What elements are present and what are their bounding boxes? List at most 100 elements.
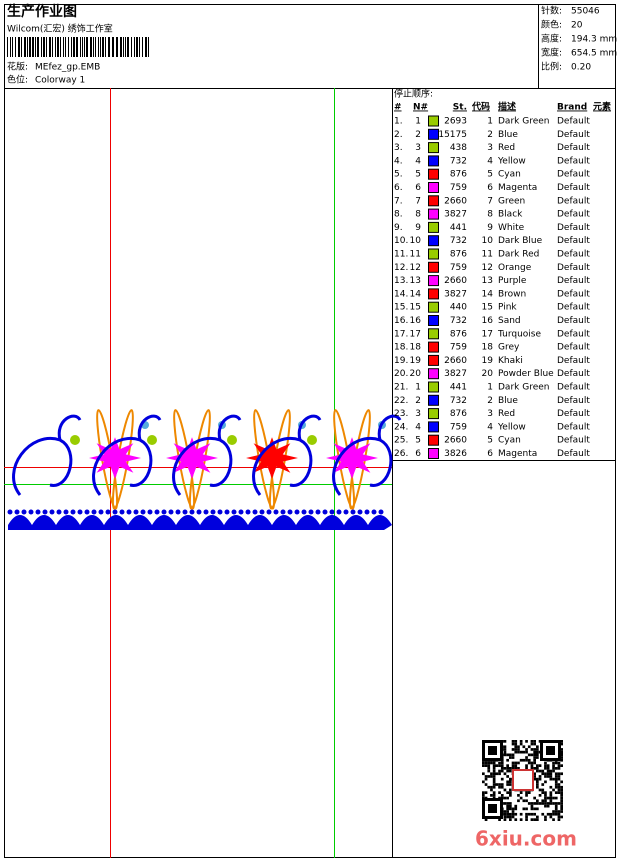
qr-cell <box>514 748 518 751</box>
qr-cell <box>536 783 539 786</box>
qr-cell <box>487 785 491 789</box>
swatch <box>428 248 439 260</box>
code: 2 <box>487 130 493 140</box>
qr-cell <box>500 794 504 797</box>
qr-code <box>482 740 563 821</box>
description: Blue <box>498 130 518 140</box>
qr-cell <box>490 785 493 789</box>
qr-cell <box>511 810 515 813</box>
qr-cell <box>557 767 561 770</box>
stitches: 438 <box>450 143 467 153</box>
wave <box>8 515 392 530</box>
row-num: 14. <box>394 289 408 299</box>
qr-cell <box>484 818 488 821</box>
description: Dark Blue <box>498 236 543 246</box>
qr-cell <box>492 794 496 797</box>
stitches: 3826 <box>444 449 467 459</box>
qr-cell <box>503 767 507 770</box>
column-header: 元素 <box>593 101 611 113</box>
dot <box>91 509 97 515</box>
qr-cell <box>525 748 528 751</box>
needle: 8 <box>415 210 421 220</box>
bar <box>15 37 16 57</box>
qr-finder <box>488 746 497 755</box>
code: 7 <box>487 196 493 206</box>
description: Magenta <box>498 449 537 459</box>
dot <box>336 509 342 515</box>
qr-cell <box>549 791 553 794</box>
flower <box>246 437 298 479</box>
qr-cell <box>557 815 561 819</box>
qr-cell <box>500 783 504 786</box>
row-num: 15. <box>394 303 408 313</box>
qr-cell <box>509 794 512 797</box>
qr-cell <box>557 812 561 816</box>
qr-cell <box>560 753 563 757</box>
bar <box>148 37 149 57</box>
scroll <box>377 414 402 441</box>
qr-cell <box>533 775 536 778</box>
bar <box>136 37 138 57</box>
qr-cell <box>517 745 520 749</box>
bar <box>46 37 47 57</box>
bar <box>65 37 66 57</box>
stat-label: 颜色: <box>541 19 562 31</box>
qr-cell <box>492 772 496 776</box>
bar <box>57 37 59 57</box>
qr-cell <box>487 764 491 767</box>
bar <box>100 37 101 57</box>
dot <box>147 509 153 515</box>
swatch <box>428 448 439 459</box>
code: 4 <box>487 422 493 432</box>
swatch <box>428 288 439 300</box>
brand: Default <box>557 117 590 127</box>
bud <box>70 435 80 445</box>
qr-cell <box>530 742 534 746</box>
qr-cell <box>519 812 523 816</box>
description: Dark Green <box>498 383 549 393</box>
qr-cell <box>509 791 512 794</box>
dot <box>252 509 258 515</box>
qr-cell <box>509 756 512 759</box>
qr-cell <box>506 802 509 805</box>
qr-cell <box>503 750 507 754</box>
dot <box>266 509 272 515</box>
qr-cell <box>495 772 499 776</box>
qr-cell <box>487 767 491 770</box>
qr-cell <box>522 750 526 754</box>
bud <box>307 435 317 445</box>
code: 13 <box>482 276 493 286</box>
qr-cell <box>560 756 563 759</box>
qr-cell <box>554 810 558 813</box>
row-num: 8. <box>394 210 403 220</box>
qr-cell <box>517 761 520 765</box>
code: 5 <box>487 436 493 446</box>
code: 8 <box>487 210 493 220</box>
swatch <box>428 221 439 233</box>
row-num: 13. <box>394 276 408 286</box>
qr-cell <box>514 750 518 754</box>
bar <box>123 37 124 57</box>
qr-cell <box>503 745 507 749</box>
qr-cell <box>533 777 536 781</box>
qr-cell <box>546 796 550 800</box>
qr-cell <box>560 742 563 746</box>
qr-cell <box>484 791 488 794</box>
dot <box>112 509 118 515</box>
qr-cell <box>503 802 507 805</box>
brand: Default <box>557 316 590 326</box>
swatch <box>428 328 439 340</box>
qr-cell <box>533 761 536 765</box>
qr-cell <box>500 785 504 789</box>
qr-cell <box>554 767 558 770</box>
qr-cell <box>527 802 531 805</box>
code: 9 <box>487 223 493 233</box>
row-num: 20. <box>394 369 408 379</box>
scroll <box>217 414 242 441</box>
column-header: Brand <box>557 103 587 113</box>
qr-cell <box>549 769 553 773</box>
qr-finder <box>488 804 497 813</box>
bar <box>93 37 94 57</box>
needle: 6 <box>415 183 421 193</box>
needle: 18 <box>410 343 422 353</box>
